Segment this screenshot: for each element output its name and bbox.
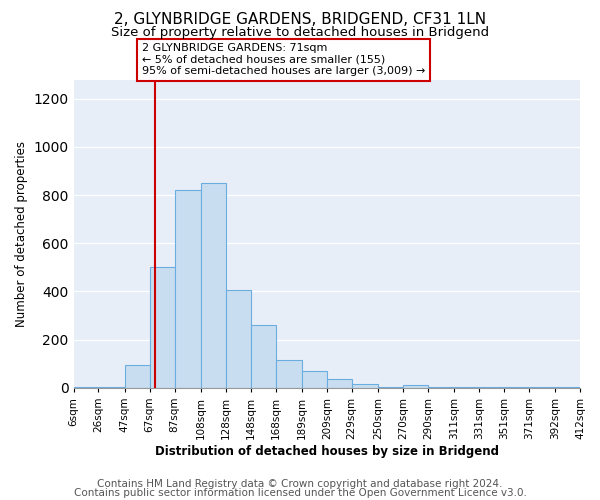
Text: Size of property relative to detached houses in Bridgend: Size of property relative to detached ho… [111,26,489,39]
Bar [175,190,201,388]
Bar [275,360,302,388]
Text: 2, GLYNBRIDGE GARDENS, BRIDGEND, CF31 1LN: 2, GLYNBRIDGE GARDENS, BRIDGEND, CF31 1L… [114,12,486,28]
Bar [201,183,226,388]
Bar [98,386,125,388]
Text: 2 GLYNBRIDGE GARDENS: 71sqm
← 5% of detached houses are smaller (155)
95% of sem: 2 GLYNBRIDGE GARDENS: 71sqm ← 5% of deta… [142,44,425,76]
Bar [327,380,352,388]
Bar [149,268,175,388]
Bar [352,384,378,388]
Bar [403,385,428,388]
Bar [74,386,98,388]
X-axis label: Distribution of detached houses by size in Bridgend: Distribution of detached houses by size … [155,444,499,458]
Text: Contains HM Land Registry data © Crown copyright and database right 2024.: Contains HM Land Registry data © Crown c… [97,479,503,489]
Bar [504,386,529,388]
Bar [529,386,555,388]
Bar [302,371,327,388]
Bar [378,386,403,388]
Y-axis label: Number of detached properties: Number of detached properties [15,140,28,326]
Bar [251,325,275,388]
Text: Contains public sector information licensed under the Open Government Licence v3: Contains public sector information licen… [74,488,526,498]
Bar [454,386,479,388]
Bar [479,386,504,388]
Bar [226,290,251,388]
Bar [428,386,454,388]
Bar [125,365,149,388]
Bar [555,386,580,388]
